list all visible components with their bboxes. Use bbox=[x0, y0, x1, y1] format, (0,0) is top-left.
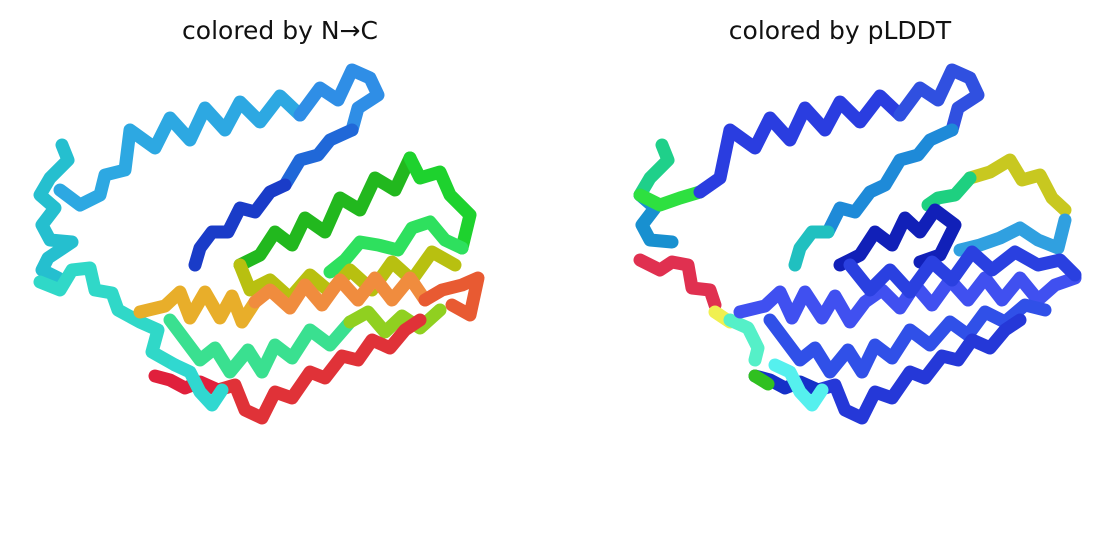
chain-segment bbox=[833, 203, 962, 272]
chain-segment bbox=[418, 271, 485, 322]
chain-segment bbox=[893, 63, 985, 137]
chain-segment bbox=[211, 313, 427, 425]
chain-segment bbox=[163, 313, 357, 379]
panel-n-to-c: colored by N→C bbox=[33, 16, 485, 425]
chain-segment bbox=[921, 171, 977, 212]
protein-structure-n-to-c bbox=[33, 63, 485, 425]
panel-title: colored by N→C bbox=[182, 16, 378, 45]
chain-segment bbox=[343, 303, 447, 339]
chain-segment bbox=[293, 63, 385, 137]
chain-segment bbox=[788, 225, 835, 272]
panel-title: colored by pLDDT bbox=[728, 16, 952, 45]
chain-segment bbox=[53, 89, 307, 212]
chain-segment bbox=[633, 138, 675, 202]
chain-segment bbox=[763, 298, 1052, 379]
chain-segment bbox=[821, 123, 959, 239]
chain-segment bbox=[633, 253, 722, 312]
chain-segment bbox=[733, 271, 1082, 329]
chain-segment bbox=[323, 215, 469, 279]
chain-segment bbox=[843, 245, 1082, 299]
chain-segment bbox=[748, 369, 775, 391]
chain-segment bbox=[811, 313, 1027, 425]
protein-structure-plddt bbox=[633, 63, 1082, 425]
chain-segment bbox=[768, 358, 829, 412]
chain-segment bbox=[953, 213, 1072, 257]
chain-segment bbox=[693, 89, 907, 199]
chain-segment bbox=[633, 185, 707, 212]
chain-segment bbox=[963, 153, 1072, 217]
chain-segment bbox=[148, 369, 225, 397]
chain-segment bbox=[233, 151, 417, 272]
chain-segment bbox=[723, 313, 765, 367]
chain-segment bbox=[33, 138, 79, 285]
chain-segment bbox=[133, 285, 262, 329]
chain-segment bbox=[278, 123, 359, 192]
panel-plddt: colored by pLDDT bbox=[560, 0, 1120, 552]
chain-segment bbox=[33, 261, 182, 372]
chain-segment bbox=[168, 358, 229, 412]
chain-segment bbox=[188, 178, 292, 272]
chain-segment bbox=[403, 151, 477, 255]
chain-segment bbox=[248, 271, 432, 315]
